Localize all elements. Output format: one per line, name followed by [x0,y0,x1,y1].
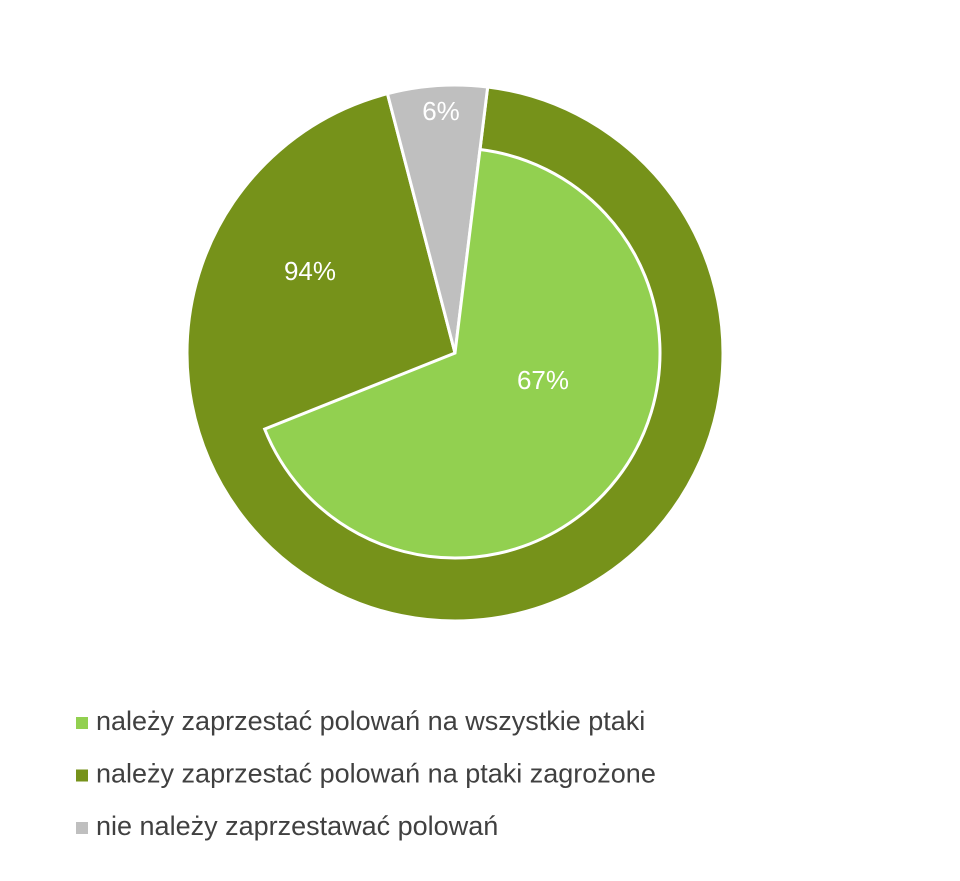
value-label: 94% [284,256,336,286]
legend-label: należy zaprzestać polowań na ptaki zagro… [96,759,656,789]
legend-swatch [76,822,88,834]
legend-swatch [76,717,88,729]
legend-label: nie należy zaprzestawać polowań [96,811,498,841]
legend-swatch [76,769,88,782]
legend-label: należy zaprzestać polowań na wszystkie p… [96,706,645,736]
pie-slice [262,147,662,560]
value-label: 6% [422,96,460,126]
value-label: 67% [517,365,569,395]
